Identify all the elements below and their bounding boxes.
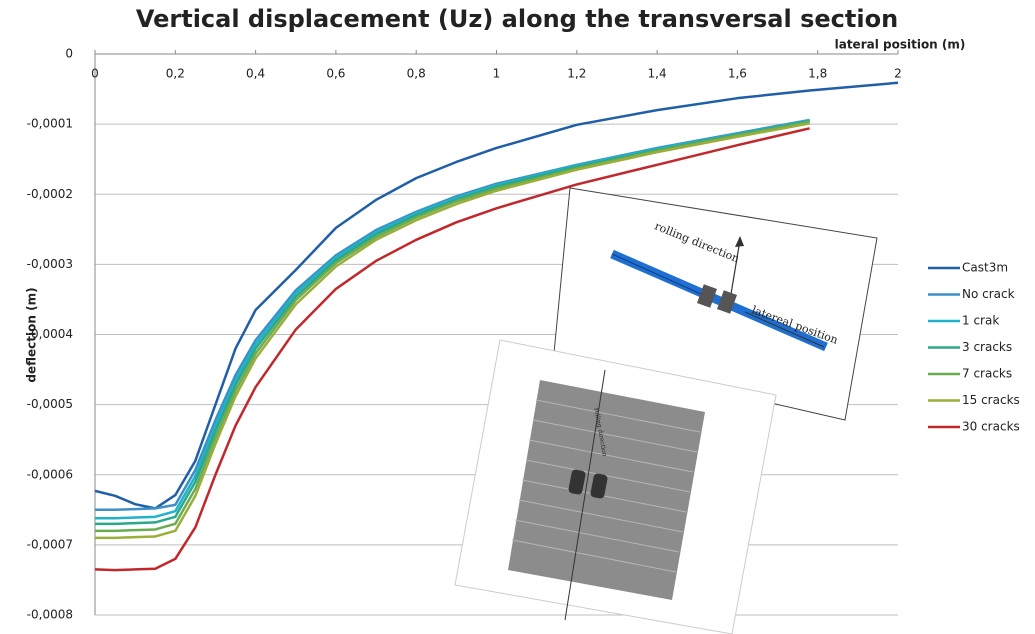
x-tick-label: 0,6 <box>326 67 345 81</box>
series-line <box>95 120 810 533</box>
wheel <box>697 284 717 308</box>
x-tick-label: 0,8 <box>407 67 426 81</box>
slab <box>508 380 705 600</box>
y-tick-label: -0,0007 <box>27 537 73 551</box>
chart-title: Vertical displacement (Uz) along the tra… <box>136 5 898 33</box>
wheel <box>717 290 737 314</box>
series-line <box>95 119 810 520</box>
axis <box>564 369 606 621</box>
legend-label: 7 cracks <box>962 367 1012 381</box>
series-line <box>94 81 899 510</box>
line-layer <box>94 81 899 572</box>
x-tick-label: 0,4 <box>246 67 265 81</box>
y-tick-label: -0,0005 <box>27 397 73 411</box>
x-tick-label: 1,6 <box>728 67 747 81</box>
inset-bottom: rolling direction <box>454 339 777 634</box>
legend-label: 30 cracks <box>962 420 1020 434</box>
inset-frame <box>553 187 878 421</box>
x-tick-label: 1,8 <box>808 67 827 81</box>
x-tick-label: 0 <box>91 67 99 81</box>
legend-label: Cast3m <box>962 261 1008 275</box>
arrow-head <box>735 236 744 247</box>
y-tick-label: -0,0006 <box>27 467 73 481</box>
legend-label: 15 cracks <box>962 393 1020 407</box>
arrow <box>744 311 825 348</box>
x-axis-label: lateral position (m) <box>835 38 966 52</box>
x-tick-label: 1,4 <box>648 67 667 81</box>
arrow <box>729 239 741 301</box>
y-tick-label: -0,0008 <box>27 608 73 622</box>
y-tick-label: -0,0004 <box>27 327 73 341</box>
series-line <box>94 127 810 572</box>
inset-top: rolling direction latereal position <box>553 187 878 421</box>
wheel <box>590 473 608 499</box>
y-tick-label: -0,0002 <box>27 187 73 201</box>
x-tick-label: 2 <box>894 67 902 81</box>
wheel <box>568 469 586 495</box>
legend-label: 1 crak <box>962 314 999 328</box>
series-line <box>95 120 810 526</box>
y-tick-label: 0 <box>65 47 73 61</box>
y-axis-label: deflection (m) <box>25 287 39 382</box>
beam <box>610 249 828 352</box>
x-tick-label: 1,2 <box>567 67 586 81</box>
x-tick-label: 1 <box>493 67 501 81</box>
x-tick-label: 0,2 <box>166 67 185 81</box>
y-tick-label: -0,0001 <box>27 117 73 131</box>
legend-label: 3 cracks <box>962 340 1012 354</box>
y-tick-label: -0,0003 <box>27 257 73 271</box>
series-line <box>95 122 810 540</box>
beam-edge <box>611 253 713 300</box>
legend: Cast3m No crack 1 crak 3 cracks 7 cracks 15 c… <box>928 261 1020 434</box>
legend-label: No crack <box>962 287 1015 301</box>
